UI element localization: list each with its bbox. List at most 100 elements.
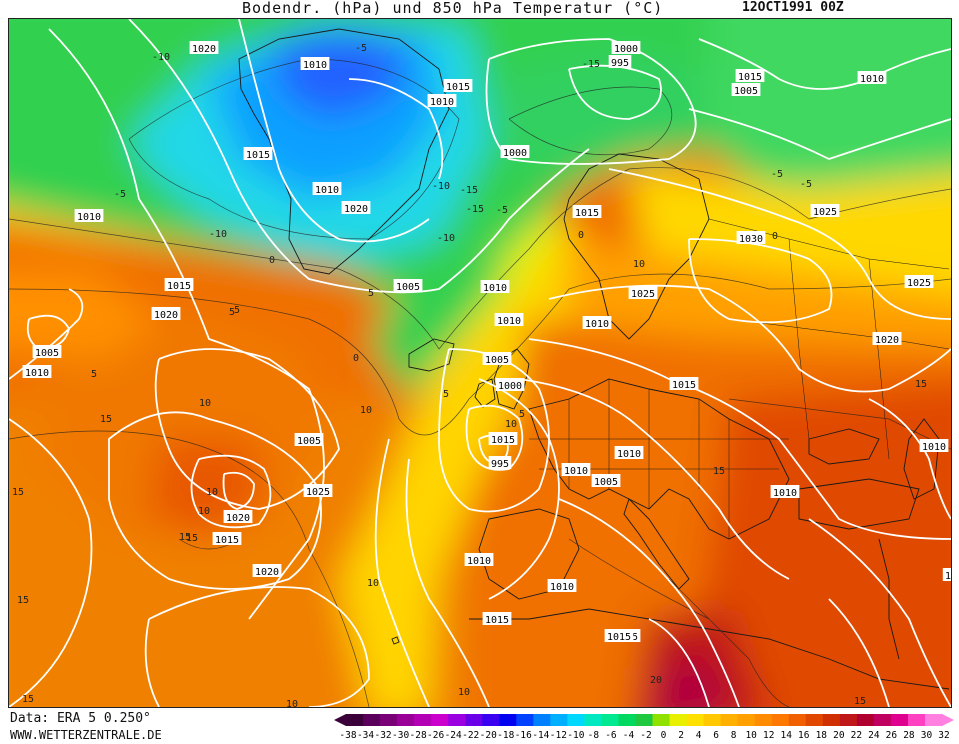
svg-text:10: 10 [945,571,951,582]
svg-text:1020: 1020 [226,513,250,524]
legend-tick-label: 6 [713,730,719,740]
svg-text:1020: 1020 [154,310,178,321]
legend-tick-label: -34 [357,730,374,740]
isobar-label: 1020 [189,41,219,55]
temperature-label: 15 [186,533,198,544]
isobar-label: 1010 [427,94,457,108]
svg-text:1020: 1020 [344,204,368,215]
isobar-label: 1010 [312,182,342,196]
map-title: Bodendr. (hPa) und 850 hPa Temperatur (°… [242,0,664,17]
temperature-label: 10 [505,419,517,430]
isobar-label: 1015 [482,612,512,626]
legend-tick-label: 12 [763,730,774,740]
temperature-label: -5 [800,179,812,190]
temperature-label: 5 [368,288,374,299]
svg-text:1010: 1010 [315,185,339,196]
legend-swatch [771,714,790,726]
isobar-label: 1015 [164,278,194,292]
svg-text:1015: 1015 [575,208,599,219]
isobar-label: 1005 [731,83,761,97]
isobar-label: 1000 [611,41,641,55]
temperature-label: 15 [854,696,866,707]
temperature-label: 5 [91,369,97,380]
temperature-label: 10 [360,405,372,416]
svg-text:1025: 1025 [907,278,931,289]
map-datetime: 12OCT1991 00Z [742,0,844,15]
svg-text:995: 995 [491,459,509,470]
legend-tick-label: -20 [480,730,497,740]
legend-tick-label: -16 [515,730,532,740]
map-header: Bodendr. (hPa) und 850 hPa Temperatur (°… [0,0,959,17]
isobar-label: 1010 [300,57,330,71]
legend-swatch [465,714,483,726]
temperature-label: 0 [772,231,778,242]
temperature-contours [9,58,951,707]
isobar-label: 1025 [628,286,658,300]
legend-tick-label: 2 [678,730,684,740]
isobar-label: 1025 [303,484,333,498]
svg-text:1015: 1015 [672,380,696,391]
legend-tick-label: 4 [696,730,702,740]
legend-tick-label: -24 [445,730,462,740]
temperature-label: 10 [198,506,210,517]
legend-tick-label: 26 [886,730,898,740]
legend-tick-label: -18 [497,730,514,740]
temperature-label: 5 [234,305,240,316]
svg-text:1010: 1010 [497,316,521,327]
legend-swatch [788,714,807,726]
isobar-label: 1015 [604,629,634,643]
svg-text:1010: 1010 [430,97,454,108]
svg-text:1015: 1015 [491,435,515,446]
legend-tick-label: 22 [851,730,862,740]
legend-swatch [431,714,449,726]
svg-text:1020: 1020 [255,567,279,578]
legend-swatch [346,714,364,726]
legend-swatch [618,714,636,726]
svg-text:1010: 1010 [922,442,946,453]
isobar-label: 1010 [22,365,52,379]
isobar-label: 1030 [736,231,766,245]
website-label: WWW.WETTERZENTRALE.DE [10,728,162,742]
legend-swatch [448,714,466,726]
isobar-label: 1000 [495,378,525,392]
legend-swatch [703,714,722,726]
svg-text:1005: 1005 [485,355,509,366]
isobar-label: 1010 [857,71,887,85]
legend-swatch [533,714,551,726]
isobar-label: 1015 [572,205,602,219]
svg-text:1000: 1000 [498,381,522,392]
temperature-label: 10 [199,398,211,409]
isobar-label: 1005 [294,433,324,447]
isobar-label: 10 [942,568,951,582]
temperature-label: 5 [443,389,449,400]
legend-tick-label: -32 [374,730,391,740]
legend-swatch [516,714,534,726]
temperature-label: -5 [355,43,367,54]
svg-text:1010: 1010 [585,319,609,330]
legend-tick-label: 10 [745,730,757,740]
temperature-label: 15 [17,595,29,606]
legend-tick-label: 32 [938,730,949,740]
isobar-label: 1010 [480,280,510,294]
legend-swatch [754,714,773,726]
legend-arrow-low [334,714,346,726]
temperature-label: -15 [582,59,600,70]
legend-swatch [567,714,585,726]
legend-tick-label: -2 [640,730,651,740]
legend-tick-label: 30 [921,730,933,740]
temperature-label: 10 [458,687,470,698]
svg-text:1000: 1000 [614,44,638,55]
legend-swatch [822,714,841,726]
temperature-label: 10 [367,578,379,589]
temperature-label: 0 [269,255,275,266]
temperature-label: 15 [915,379,927,390]
legend-swatch [550,714,568,726]
legend-swatch [414,714,432,726]
legend-tick-label: -28 [410,730,427,740]
isobar-label: 1020 [252,564,282,578]
temperature-label: 15 [713,466,725,477]
svg-text:1010: 1010 [564,466,588,477]
temperature-label: 5 [229,307,235,318]
legend-swatch [363,714,381,726]
isobar-label: 1010 [547,579,577,593]
